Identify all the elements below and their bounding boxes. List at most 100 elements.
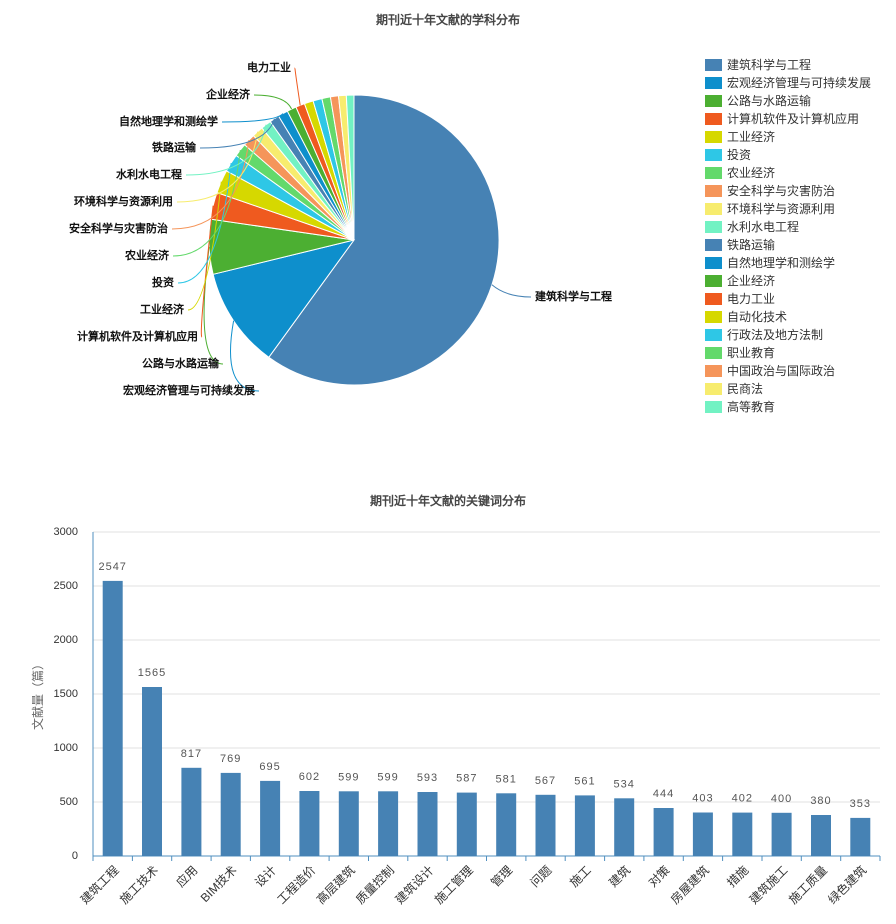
x-tick-label: 问题 xyxy=(528,863,555,890)
legend-item[interactable]: 高等教育 xyxy=(705,398,871,416)
legend-swatch xyxy=(705,59,722,71)
pie-label-line xyxy=(187,181,222,311)
bar[interactable] xyxy=(811,815,831,856)
legend-swatch xyxy=(705,77,722,89)
legend-item[interactable]: 水利水电工程 xyxy=(705,218,871,236)
legend-item[interactable]: 工业经济 xyxy=(705,128,871,146)
legend-item[interactable]: 公路与水路运输 xyxy=(705,92,871,110)
legend-item[interactable]: 中国政治与国际政治 xyxy=(705,362,871,380)
legend-label: 电力工业 xyxy=(727,292,776,306)
legend-swatch xyxy=(705,221,722,233)
bar[interactable] xyxy=(299,791,320,856)
legend-item[interactable]: 电力工业 xyxy=(705,290,871,308)
legend-item[interactable]: 铁路运输 xyxy=(705,236,871,254)
bar[interactable] xyxy=(574,795,595,856)
bar[interactable] xyxy=(732,812,753,856)
x-tick-label: 管理 xyxy=(488,862,516,890)
legend-item[interactable]: 民商法 xyxy=(705,380,871,398)
x-tick-label: BIM技术 xyxy=(198,863,240,905)
legend-label: 中国政治与国际政治 xyxy=(727,364,836,378)
legend-swatch xyxy=(705,383,722,395)
legend-item[interactable]: 职业教育 xyxy=(705,344,871,362)
legend-item[interactable]: 宏观经济管理与可持续发展 xyxy=(705,74,871,92)
bar[interactable] xyxy=(417,792,438,856)
bar-value-label: 2547 xyxy=(98,561,126,573)
bar-value-label: 599 xyxy=(338,771,359,783)
grid-lines xyxy=(93,531,880,803)
legend-swatch xyxy=(705,329,722,341)
legend-item[interactable]: 建筑科学与工程 xyxy=(705,56,871,74)
y-tick-label: 0 xyxy=(72,850,78,862)
bar-value-label: 534 xyxy=(614,778,635,790)
bar[interactable] xyxy=(338,791,359,856)
bar[interactable] xyxy=(653,808,674,856)
legend-swatch xyxy=(705,167,722,179)
pie-slice-label: 环境科学与资源利用 xyxy=(74,194,173,208)
bar[interactable] xyxy=(850,817,871,856)
legend-swatch xyxy=(705,203,722,215)
legend-swatch xyxy=(705,275,722,287)
y-tick-label: 500 xyxy=(60,796,78,808)
bar-value-label: 593 xyxy=(417,772,438,784)
legend-item[interactable]: 安全科学与灾害防治 xyxy=(705,182,871,200)
bar[interactable] xyxy=(496,793,517,856)
pie-label-lines xyxy=(171,67,532,392)
pie-slice-label: 工业经济 xyxy=(140,302,185,316)
legend-item[interactable]: 投资 xyxy=(705,146,871,164)
legend-item[interactable]: 行政法及地方法制 xyxy=(705,326,871,344)
bar-value-label: 400 xyxy=(771,793,792,805)
pie-label-line xyxy=(172,150,241,257)
bar-value-label: 402 xyxy=(732,793,753,805)
bar-value-label: 695 xyxy=(259,761,280,773)
bar[interactable] xyxy=(456,792,477,856)
bar[interactable] xyxy=(692,812,713,857)
legend-item[interactable]: 自然地理学和测绘学 xyxy=(705,254,871,272)
bar[interactable] xyxy=(142,687,162,856)
bar[interactable] xyxy=(181,767,202,856)
legend-swatch xyxy=(705,311,722,323)
pie-slice-label: 电力工业 xyxy=(247,60,291,74)
legend-swatch xyxy=(705,149,722,161)
pie-slice-label: 宏观经济管理与可持续发展 xyxy=(123,383,256,397)
y-tick-label: 2500 xyxy=(54,580,78,592)
bar-value-label: 581 xyxy=(496,773,517,785)
legend-label: 自动化技术 xyxy=(727,310,788,324)
legend-swatch xyxy=(705,293,722,305)
bar-value-label: 769 xyxy=(220,753,241,765)
bar[interactable] xyxy=(771,812,792,856)
legend-item[interactable]: 自动化技术 xyxy=(705,308,871,326)
legend-label: 自然地理学和测绘学 xyxy=(727,256,836,270)
x-tick-label: 工程造价 xyxy=(274,862,319,907)
legend-label: 铁路运输 xyxy=(727,238,776,252)
bar-value-label: 1565 xyxy=(138,667,166,679)
pie-slice[interactable] xyxy=(345,94,355,241)
legend-label: 环境科学与资源利用 xyxy=(727,202,836,216)
bar-value-label: 380 xyxy=(810,795,831,807)
legend-label: 建筑科学与工程 xyxy=(727,58,812,72)
legend-label: 公路与水路运输 xyxy=(727,94,812,108)
y-axis-title: 文献量（篇） xyxy=(30,658,45,730)
bar[interactable] xyxy=(614,798,635,856)
bar[interactable] xyxy=(378,791,399,856)
legend-label: 行政法及地方法制 xyxy=(727,328,824,342)
legend-label: 宏观经济管理与可持续发展 xyxy=(727,76,872,90)
legend-label: 投资 xyxy=(727,148,752,162)
bar[interactable] xyxy=(102,580,123,856)
bar[interactable] xyxy=(260,780,281,856)
bar-value-label: 403 xyxy=(692,793,713,805)
bar-value-label: 567 xyxy=(535,775,556,787)
bar[interactable] xyxy=(220,772,241,856)
pie-slices xyxy=(208,94,500,386)
legend-item[interactable]: 农业经济 xyxy=(705,164,871,182)
bar[interactable] xyxy=(535,794,556,856)
legend-item[interactable]: 环境科学与资源利用 xyxy=(705,200,871,218)
legend-item[interactable]: 企业经济 xyxy=(705,272,871,290)
pie-slice[interactable] xyxy=(268,94,500,386)
pie-label-line xyxy=(230,320,260,392)
legend-item[interactable]: 计算机软件及计算机应用 xyxy=(705,110,871,128)
pie-label-line xyxy=(177,163,232,284)
pie-label-line xyxy=(253,94,293,110)
pie-slice-label: 计算机软件及计算机应用 xyxy=(77,329,198,343)
